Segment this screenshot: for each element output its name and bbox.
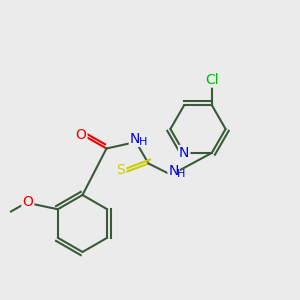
Text: N: N <box>169 164 179 178</box>
Text: O: O <box>76 128 86 142</box>
Text: S: S <box>116 163 125 177</box>
Text: Cl: Cl <box>205 73 219 87</box>
Text: N: N <box>130 132 140 146</box>
Text: H: H <box>177 169 186 179</box>
Text: O: O <box>22 195 33 209</box>
Text: N: N <box>179 146 189 160</box>
Text: H: H <box>139 136 147 147</box>
